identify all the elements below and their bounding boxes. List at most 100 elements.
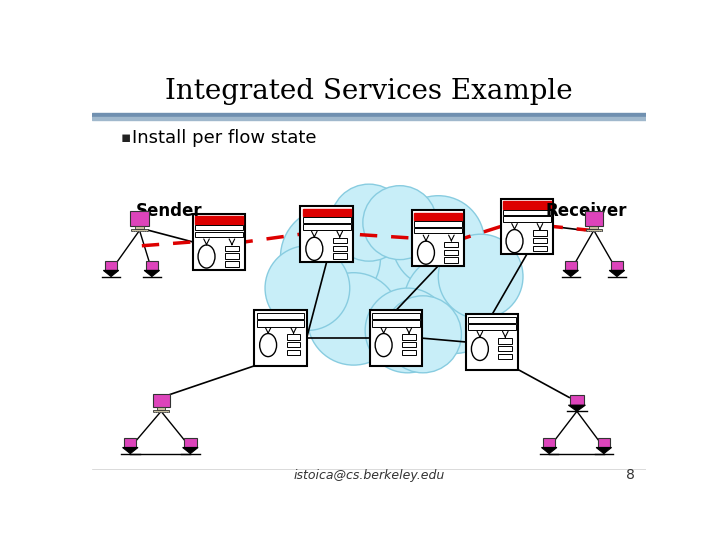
Bar <box>498 346 512 351</box>
Bar <box>300 206 353 262</box>
Text: Receiver: Receiver <box>545 202 627 220</box>
Bar <box>533 246 547 251</box>
Bar <box>303 224 351 230</box>
Ellipse shape <box>375 334 392 356</box>
Bar <box>153 410 168 412</box>
Ellipse shape <box>472 338 488 361</box>
Bar <box>611 261 623 271</box>
Bar <box>498 338 512 343</box>
Polygon shape <box>144 271 160 276</box>
Bar <box>498 354 512 359</box>
Bar <box>570 395 584 405</box>
Polygon shape <box>122 448 138 454</box>
Bar <box>287 334 300 340</box>
Circle shape <box>281 207 381 307</box>
Text: Install per flow state: Install per flow state <box>132 129 316 147</box>
Bar <box>503 210 551 215</box>
Bar <box>195 232 243 237</box>
Bar <box>402 350 416 355</box>
Bar <box>287 350 300 355</box>
Bar <box>466 314 518 370</box>
Polygon shape <box>609 271 625 276</box>
Polygon shape <box>104 271 119 276</box>
Bar <box>105 261 117 271</box>
Polygon shape <box>563 271 578 276</box>
Ellipse shape <box>418 241 434 264</box>
Circle shape <box>330 184 408 261</box>
Bar <box>533 231 547 236</box>
Circle shape <box>307 273 400 365</box>
Bar <box>333 246 346 251</box>
Text: 8: 8 <box>626 468 635 482</box>
Bar <box>195 217 243 224</box>
Bar <box>585 229 602 231</box>
Bar <box>415 228 462 233</box>
Polygon shape <box>596 448 611 454</box>
Bar <box>415 221 462 226</box>
Bar <box>256 313 305 319</box>
Bar <box>402 342 416 347</box>
Bar <box>585 211 603 226</box>
Bar <box>135 226 144 229</box>
Bar <box>444 257 459 262</box>
Bar <box>124 438 137 448</box>
Bar <box>303 209 351 217</box>
Bar <box>287 342 300 347</box>
Bar <box>92 117 647 120</box>
Bar <box>503 201 551 209</box>
Bar <box>372 320 420 327</box>
Bar <box>543 438 555 448</box>
Bar <box>500 199 553 254</box>
Bar <box>333 238 346 244</box>
Polygon shape <box>568 405 585 411</box>
Bar <box>225 261 239 267</box>
Bar <box>195 225 243 231</box>
Bar <box>412 211 464 266</box>
Bar <box>145 261 158 271</box>
Bar <box>225 246 239 251</box>
Text: ▪: ▪ <box>121 131 132 145</box>
Bar <box>468 325 516 330</box>
Bar <box>153 394 170 407</box>
Bar <box>130 211 149 226</box>
Circle shape <box>384 296 462 373</box>
Bar <box>415 213 462 220</box>
Text: Sender: Sender <box>135 202 202 220</box>
Bar <box>589 226 598 229</box>
Bar <box>131 229 148 231</box>
Bar <box>370 310 422 366</box>
Bar <box>533 238 547 244</box>
Bar <box>503 217 551 222</box>
Circle shape <box>365 288 450 373</box>
Circle shape <box>438 234 523 319</box>
Bar <box>303 217 351 222</box>
Bar <box>372 313 420 319</box>
Circle shape <box>363 186 437 260</box>
Bar <box>402 334 416 340</box>
Polygon shape <box>183 448 198 454</box>
Bar <box>256 320 305 327</box>
Text: istoica@cs.berkeley.edu: istoica@cs.berkeley.edu <box>293 469 445 482</box>
Bar <box>193 214 245 269</box>
Ellipse shape <box>198 245 215 268</box>
Bar <box>333 253 346 259</box>
Ellipse shape <box>506 230 523 253</box>
Bar <box>468 316 516 323</box>
Ellipse shape <box>260 334 276 356</box>
Circle shape <box>404 253 504 354</box>
Bar <box>184 438 197 448</box>
Bar <box>564 261 577 271</box>
Bar <box>444 249 459 255</box>
Bar <box>254 310 307 366</box>
Polygon shape <box>541 448 557 454</box>
Bar <box>444 242 459 247</box>
Ellipse shape <box>306 237 323 260</box>
Bar <box>157 407 166 410</box>
Circle shape <box>392 195 485 288</box>
Circle shape <box>327 215 457 346</box>
Circle shape <box>265 246 350 330</box>
Text: Integrated Services Example: Integrated Services Example <box>165 78 573 105</box>
Bar <box>225 253 239 259</box>
Bar <box>92 112 647 117</box>
Bar <box>598 438 610 448</box>
